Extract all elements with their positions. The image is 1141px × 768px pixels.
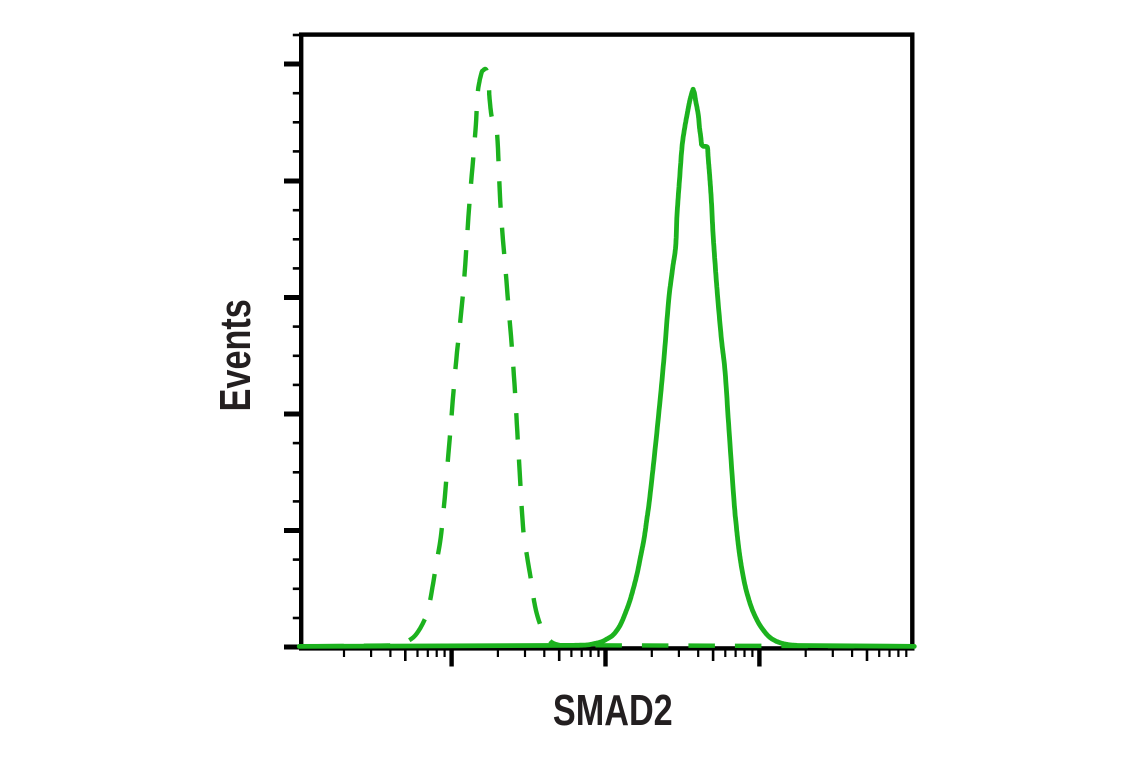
- svg-text:Events: Events: [212, 299, 260, 411]
- svg-text:SMAD2: SMAD2: [553, 687, 673, 735]
